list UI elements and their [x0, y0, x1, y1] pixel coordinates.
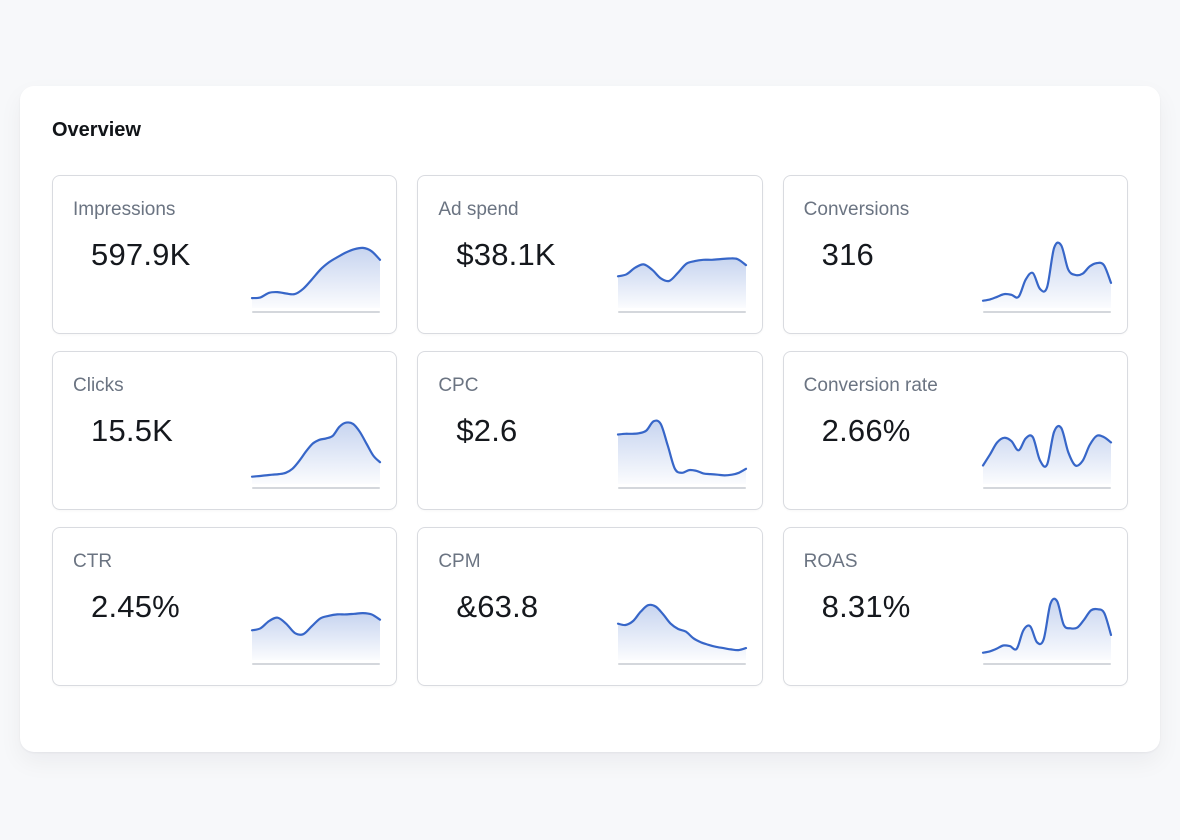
sparkline-baseline	[617, 487, 746, 489]
metric-value: 2.66%	[821, 413, 911, 448]
metric-label: ROAS	[803, 551, 858, 572]
metric-value: &63.8	[456, 589, 539, 624]
metric-value: 8.31%	[821, 589, 911, 624]
metric-card-cpm[interactable]: CPM &63.8	[417, 527, 763, 686]
sparkline-chart	[251, 238, 382, 313]
metric-card-cpc[interactable]: CPC $2.6	[417, 351, 763, 510]
sparkline-baseline	[983, 311, 1111, 313]
panel-title: Overview	[52, 119, 141, 141]
metric-card-ctr[interactable]: CTR 2.45%	[52, 527, 398, 686]
metric-label: Impressions	[73, 199, 176, 220]
metric-value: 316	[821, 237, 874, 272]
sparkline-area	[981, 597, 1113, 660]
sparkline-area	[981, 424, 1113, 484]
sparkline-baseline	[252, 663, 381, 665]
sparkline-baseline	[983, 663, 1111, 665]
metric-value: 15.5K	[91, 413, 174, 448]
sparkline-area	[981, 241, 1113, 308]
sparkline-area	[251, 611, 382, 660]
sparkline-chart	[251, 414, 382, 489]
metric-card-conversions[interactable]: Conversions 316	[782, 175, 1128, 334]
metric-card-ad-spend[interactable]: Ad spend $38.1K	[417, 175, 763, 334]
metric-card-clicks[interactable]: Clicks 15.5K	[52, 351, 398, 510]
sparkline-chart	[251, 590, 382, 665]
sparkline-area	[251, 246, 382, 308]
metric-value: $38.1K	[456, 237, 556, 272]
metric-value: $2.6	[456, 413, 518, 448]
metric-value: 2.45%	[91, 589, 180, 624]
metric-card-conversion-rate[interactable]: Conversion rate 2.66%	[782, 351, 1128, 510]
sparkline-baseline	[617, 311, 746, 313]
metric-label: Clicks	[73, 375, 124, 396]
metric-cards-grid: Impressions 597.9K Ad spend $38.1K Conve…	[52, 175, 1128, 686]
sparkline-area	[251, 421, 382, 484]
sparkline-baseline	[252, 311, 381, 313]
sparkline-chart	[616, 414, 747, 489]
sparkline-chart	[981, 590, 1113, 665]
sparkline-baseline	[617, 663, 746, 665]
metric-label: Ad spend	[438, 199, 519, 220]
metric-label: CPM	[438, 551, 481, 572]
sparkline-chart	[616, 238, 747, 313]
metric-value: 597.9K	[91, 237, 191, 272]
overview-panel: Overview Impressions 597.9K Ad spend $38…	[20, 86, 1160, 752]
sparkline-chart	[981, 238, 1113, 313]
sparkline-area	[616, 603, 747, 660]
sparkline-area	[616, 257, 747, 308]
sparkline-area	[616, 419, 747, 484]
metric-label: CTR	[73, 551, 113, 572]
metric-label: Conversion rate	[803, 375, 938, 396]
metric-label: CPC	[438, 375, 479, 396]
sparkline-chart	[616, 590, 747, 665]
metric-card-roas[interactable]: ROAS 8.31%	[782, 527, 1128, 686]
sparkline-baseline	[252, 487, 381, 489]
sparkline-chart	[981, 414, 1113, 489]
metric-card-impressions[interactable]: Impressions 597.9K	[52, 175, 398, 334]
metric-label: Conversions	[803, 199, 910, 220]
sparkline-baseline	[983, 487, 1111, 489]
